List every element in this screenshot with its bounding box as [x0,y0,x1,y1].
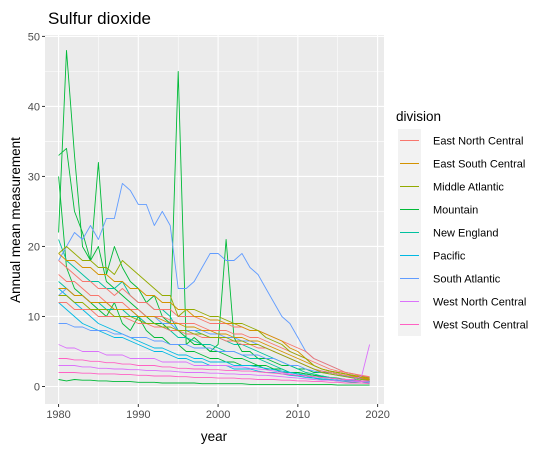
y-tick-label: 30 [28,171,40,183]
y-tick-label: 0 [34,381,40,393]
y-tick-label: 20 [28,241,40,253]
legend-label: Middle Atlantic [433,182,504,194]
x-tick-label: 1980 [46,409,70,421]
legend-label: East South Central [433,159,525,171]
legend-label: Mountain [433,205,478,217]
legend-label: West South Central [433,320,528,332]
chart-title: Sulfur dioxide [48,9,151,28]
x-axis-title: year [201,429,228,444]
legend-label: South Atlantic [433,274,501,286]
x-tick-label: 2000 [206,409,230,421]
y-tick-label: 50 [28,31,40,43]
legend-title: division [396,109,441,124]
legend-label: New England [433,228,498,240]
y-tick-label: 40 [28,101,40,113]
plot-panel [45,35,384,404]
legend-label: West North Central [433,297,526,309]
x-tick-label: 1990 [126,409,150,421]
y-axis-title: Annual mean measurement [8,137,23,303]
legend-label: East North Central [433,136,523,148]
x-tick-label: 2010 [286,409,310,421]
y-tick-label: 10 [28,311,40,323]
x-tick-label: 2020 [365,409,389,421]
legend-label: Pacific [433,251,466,263]
y-axis: 0 10 20 30 40 50 [28,31,45,393]
x-axis: 1980 1990 2000 2010 2020 [46,404,390,421]
legend: division East North Central East South Ce… [396,109,528,336]
